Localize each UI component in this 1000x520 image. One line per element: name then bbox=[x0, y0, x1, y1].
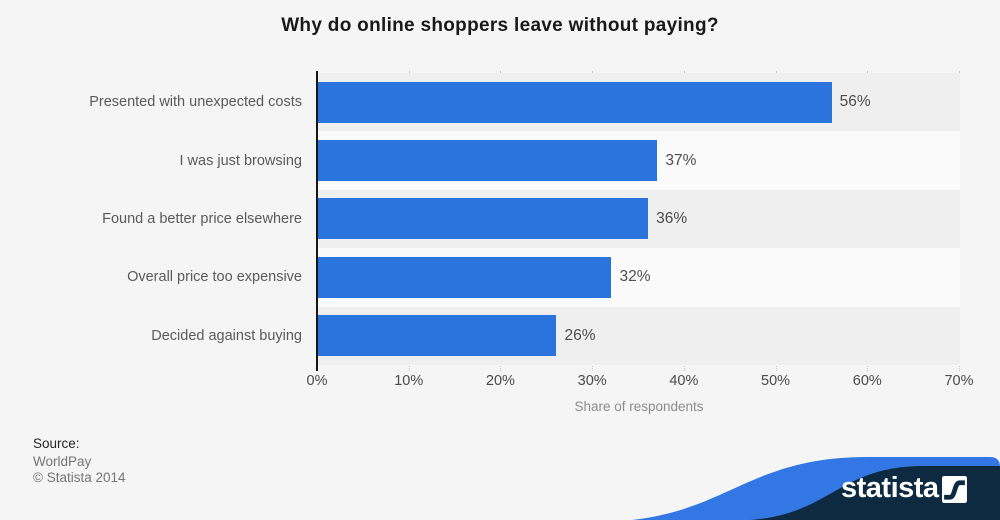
y-axis-line bbox=[316, 71, 318, 371]
bar-4 bbox=[318, 256, 612, 298]
value-label: 26% bbox=[564, 326, 596, 344]
category-label: I was just browsing bbox=[179, 152, 303, 169]
value-label: 37% bbox=[665, 151, 697, 169]
x-axis-title: Share of respondents bbox=[574, 399, 704, 414]
banner-navy-shape bbox=[750, 466, 1000, 520]
chart-row: 26% bbox=[318, 306, 960, 365]
chart-row: 56% bbox=[318, 73, 960, 132]
statista-wordmark: statista bbox=[841, 472, 939, 504]
bar-1 bbox=[318, 81, 832, 123]
source-name: WorldPay bbox=[33, 454, 92, 469]
x-tick-label: 70% bbox=[944, 373, 974, 389]
value-label: 36% bbox=[656, 209, 688, 227]
source-label: Source: bbox=[33, 436, 80, 451]
plot-area: 56% 37% 36% 32% 26% bbox=[318, 73, 960, 365]
bar-5 bbox=[318, 315, 557, 357]
x-tick-label: 50% bbox=[761, 373, 791, 389]
copyright-text: © Statista 2014 bbox=[33, 470, 126, 485]
category-label: Overall price too expensive bbox=[127, 269, 302, 286]
x-tick-label: 20% bbox=[485, 373, 515, 389]
x-tick-label: 10% bbox=[394, 373, 424, 389]
category-label: Presented with unexpected costs bbox=[89, 94, 302, 111]
x-tick-label: 40% bbox=[669, 373, 699, 389]
value-label: 56% bbox=[839, 93, 871, 111]
chart-row: 32% bbox=[318, 248, 960, 307]
x-tick-label: 0% bbox=[306, 373, 328, 389]
chart-title: Why do online shoppers leave without pay… bbox=[281, 15, 719, 36]
chart-row: 37% bbox=[318, 131, 960, 190]
statista-banner-swoosh bbox=[632, 457, 1000, 520]
bar-2 bbox=[318, 139, 658, 181]
bar-3 bbox=[318, 198, 649, 240]
value-label: 32% bbox=[619, 268, 651, 286]
x-tick-label: 60% bbox=[852, 373, 882, 389]
statista-swoosh-icon bbox=[942, 476, 967, 503]
category-label: Found a better price elsewhere bbox=[102, 210, 302, 227]
x-tick-label: 30% bbox=[577, 373, 607, 389]
chart-row: 36% bbox=[318, 189, 960, 249]
category-label: Decided against buying bbox=[151, 327, 302, 344]
